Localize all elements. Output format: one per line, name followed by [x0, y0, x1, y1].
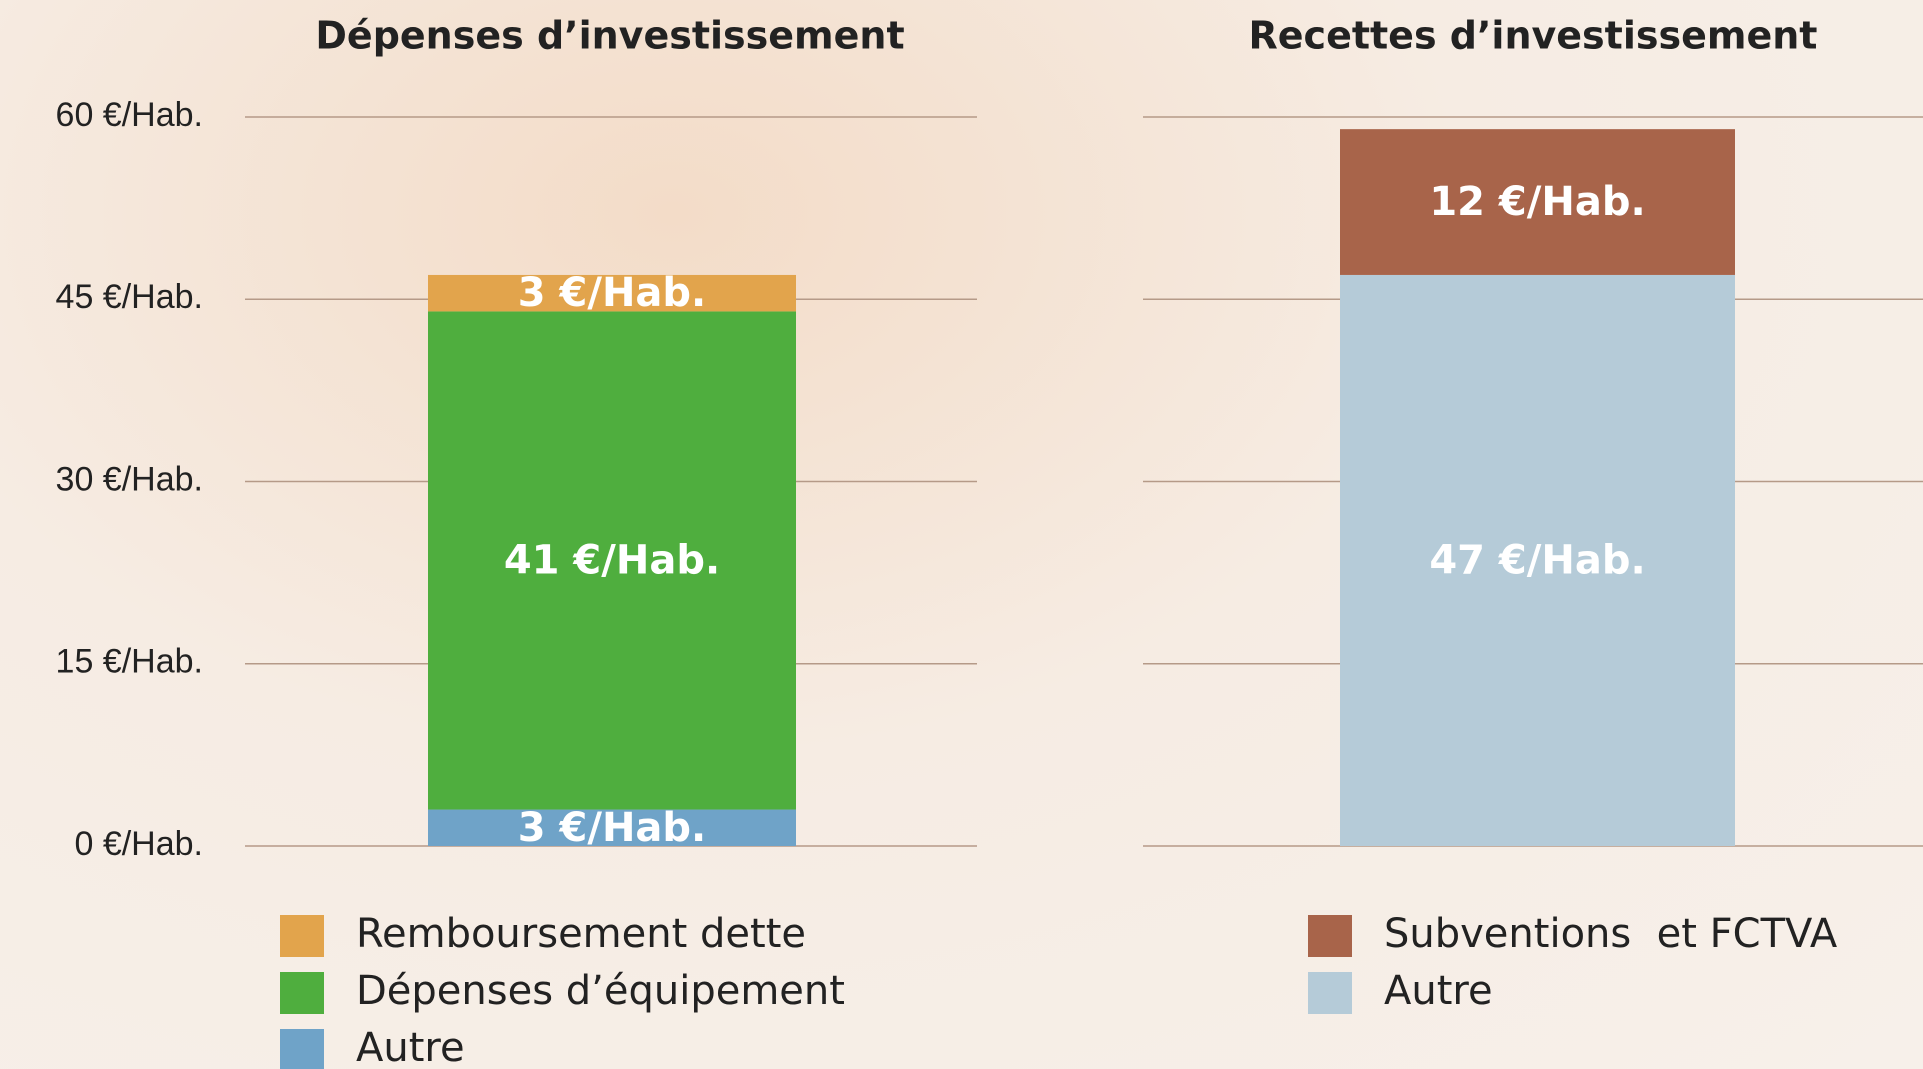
legend-label: Dépenses d’équipement	[356, 968, 845, 1014]
legend-swatch	[280, 915, 324, 957]
y-tick-label: 45 €/Hab.	[56, 278, 203, 316]
bar-segment	[1340, 129, 1735, 275]
data-label: 47 €/Hab.	[1429, 537, 1645, 583]
legend-label: Autre	[1384, 968, 1493, 1014]
data-label: 3 €/Hab.	[518, 270, 707, 316]
y-tick-label: 60 €/Hab.	[56, 96, 203, 134]
legend-swatch	[280, 1029, 324, 1069]
data-label: 3 €/Hab.	[518, 805, 707, 851]
chart-title: Recettes d’investissement	[1249, 14, 1818, 58]
legend-label: Subventions et FCTVA	[1384, 911, 1838, 957]
chart-title: Dépenses d’investissement	[315, 14, 904, 58]
bar-segment	[428, 809, 796, 846]
y-tick-label: 30 €/Hab.	[56, 460, 203, 498]
legend-swatch	[1308, 972, 1352, 1014]
bar-segment	[1340, 274, 1735, 846]
legend-swatch	[280, 972, 324, 1014]
legend-label: Remboursement dette	[356, 911, 806, 957]
data-label: 41 €/Hab.	[504, 537, 720, 583]
bar-segment	[428, 311, 796, 810]
y-tick-label: 15 €/Hab.	[56, 643, 203, 681]
legend-swatch	[1308, 915, 1352, 957]
bar-segment	[428, 274, 796, 312]
data-label: 12 €/Hab.	[1429, 179, 1645, 225]
y-tick-label: 0 €/Hab.	[74, 825, 203, 863]
legend-label: Autre	[356, 1025, 465, 1069]
